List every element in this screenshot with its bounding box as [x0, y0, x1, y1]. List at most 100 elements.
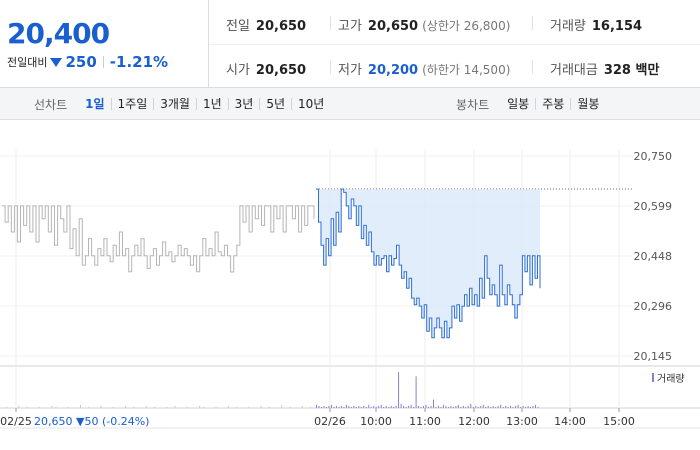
x-tick-label: 15:00 [603, 415, 635, 428]
change-label: 전일대비 [7, 56, 48, 69]
volume-bar [423, 405, 424, 408]
volume-bar [145, 405, 147, 408]
x-tick-label: 12:00 [458, 415, 490, 428]
volume-bar [418, 405, 419, 408]
divider [330, 60, 331, 74]
price-chart[interactable]: 20,750 20,599 20,448 20,296 20,145 02/25 02/26… [0, 120, 700, 450]
volume-bar [323, 405, 325, 408]
volume-bar [465, 406, 467, 408]
candle-weekly[interactable]: 주봉 [535, 98, 570, 110]
volume-bar [18, 405, 20, 408]
volume-bar [260, 405, 262, 408]
volume-bar [400, 403, 402, 408]
volume-bar [345, 404, 347, 408]
volume-bar [328, 405, 330, 408]
period-10y[interactable]: 10년 [291, 98, 330, 110]
chart-canvas[interactable]: 20,750 20,599 20,448 20,296 20,145 02/25 02/26… [0, 120, 700, 450]
volume-bar [480, 405, 482, 408]
volume-bar [492, 405, 494, 408]
current-price: 20,400 [7, 17, 110, 50]
chart-toolbar: 선차트 1일 1주일 3개월 1년 3년 5년 10년 봉차트 일봉 주봉 월봉 [0, 88, 700, 120]
volume-bar [490, 406, 492, 408]
volume-bar [38, 406, 40, 408]
volume-bar [289, 406, 291, 408]
divider [209, 44, 700, 45]
volume-bar [410, 404, 412, 408]
volume-bar [353, 405, 355, 408]
volume-bar [393, 406, 395, 408]
stat-value: 16,154 [591, 19, 643, 34]
divider [102, 56, 104, 68]
quote-stats: 전일 20,650 고가 20,650 (상한가 26,800) 거래량 16,… [209, 0, 700, 88]
volume-bar [358, 405, 360, 408]
volume-bar [335, 405, 337, 408]
volume-bar [125, 405, 127, 408]
volume-bar [438, 405, 439, 408]
volume-bar [388, 406, 390, 408]
x-tick-label: 02/26 [314, 415, 346, 428]
volume-bar [330, 404, 332, 408]
volume-bar [51, 405, 53, 408]
volume-bar [457, 404, 459, 408]
period-3m[interactable]: 3개월 [153, 98, 196, 110]
volume-bar [55, 406, 57, 408]
volume-bar [236, 406, 237, 408]
volume-bar [408, 405, 410, 408]
volume-bar [467, 405, 469, 408]
prev-day-line [2, 205, 315, 273]
period-5y[interactable]: 5년 [259, 98, 291, 110]
volume-bar [507, 406, 509, 408]
volume-bar [433, 399, 434, 408]
volume-bar [520, 406, 522, 408]
period-1d[interactable]: 1일 [85, 97, 105, 111]
volume-bar [485, 406, 487, 408]
stat-open: 시가 20,650 [226, 59, 306, 78]
current-price-box: 20,400 전일대비 250 -1.21% [0, 0, 209, 88]
volume-bar [370, 406, 372, 408]
volume-bar [435, 406, 437, 408]
y-tick-label: 20,599 [634, 200, 673, 213]
volume-bar [395, 405, 397, 408]
stat-high: 고가 20,650 (상한가 26,800) [338, 15, 510, 34]
today-line [316, 188, 541, 339]
volume-bar [215, 406, 217, 408]
volume-bar [405, 406, 407, 408]
volume-bar [383, 406, 385, 408]
volume-bar [512, 406, 514, 408]
stat-label: 거래대금 [550, 63, 598, 78]
volume-bar [318, 405, 320, 408]
volume-bar [505, 405, 507, 408]
volume-bar [368, 404, 370, 408]
volume-bar [385, 405, 387, 408]
volume-bar [309, 406, 311, 408]
volume-bar [281, 404, 283, 408]
today-area-fill [316, 189, 540, 338]
stat-label: 시가 [226, 63, 250, 78]
volume-bar [415, 376, 417, 408]
x-tick-label: 14:00 [554, 415, 586, 428]
volume-bar [6, 406, 8, 408]
volume-bar [80, 404, 81, 408]
volume-legend-label: 거래량 [657, 373, 685, 385]
period-1y[interactable]: 1년 [195, 98, 228, 110]
volume-bar [477, 406, 479, 408]
stat-amount: 거래대금 328 백만 [550, 59, 659, 78]
candle-chart-periods: 봉차트 일봉 주봉 월봉 [456, 88, 605, 120]
period-1w[interactable]: 1주일 [110, 98, 154, 110]
volume-bar [510, 405, 512, 408]
volume-bar [26, 406, 28, 408]
volume-bar [455, 405, 457, 408]
period-3y[interactable]: 3년 [227, 98, 260, 110]
candle-daily[interactable]: 일봉 [507, 97, 530, 111]
candle-monthly[interactable]: 월봉 [570, 98, 605, 110]
volume-bar [378, 405, 380, 408]
volume-bar [472, 406, 474, 408]
volume-bar [373, 405, 375, 408]
lower-limit: (하한가 14,500) [422, 63, 511, 77]
stat-label: 저가 [338, 63, 362, 78]
volume-bar [166, 406, 168, 408]
volume-bar [502, 406, 504, 408]
volume-bar [301, 405, 303, 408]
volume-bar [527, 405, 529, 408]
